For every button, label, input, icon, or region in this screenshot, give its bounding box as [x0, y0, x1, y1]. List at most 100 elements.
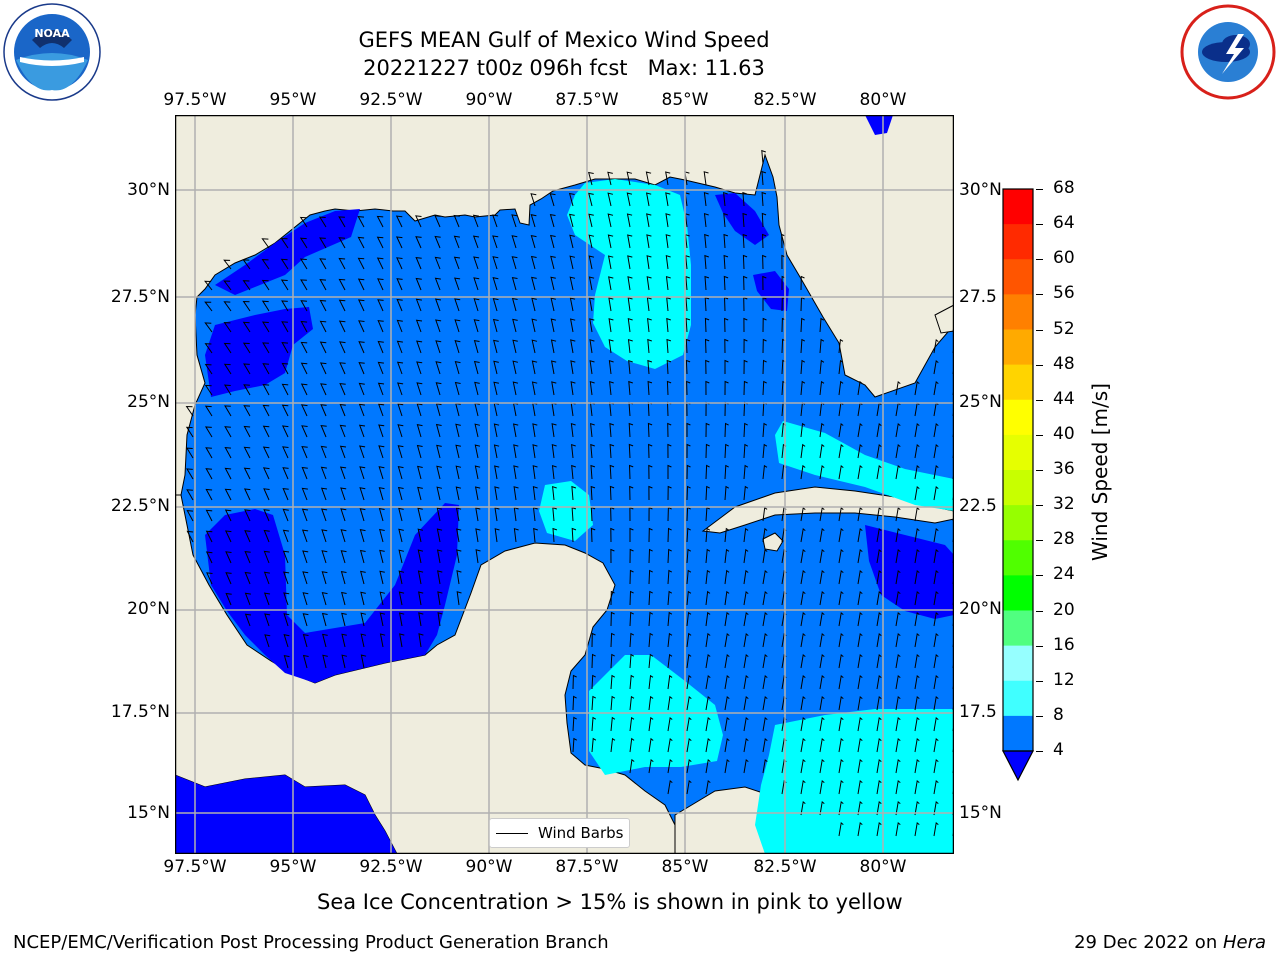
- wind-barb: [703, 191, 709, 207]
- wind-barb: [762, 527, 768, 543]
- wind-barb: [454, 319, 461, 333]
- wind-barb: [339, 362, 346, 375]
- wind-barb: [914, 527, 920, 543]
- wind-barb: [205, 488, 213, 501]
- wind-barb: [552, 485, 557, 501]
- colorbar-tick-label: 56: [1053, 283, 1075, 304]
- wind-barb: [591, 632, 596, 648]
- colorbar-tick-mark: [1036, 505, 1043, 507]
- lon-tick-bottom-92-5: 92.5°W: [359, 857, 423, 877]
- wind-barb: [648, 758, 654, 774]
- wind-barb: [379, 591, 386, 606]
- wind-barb: [743, 317, 748, 333]
- wind-barb: [319, 320, 327, 333]
- wind-barb: [244, 571, 251, 585]
- wind-barb: [550, 234, 556, 249]
- wind-barb: [838, 653, 844, 669]
- lat-tick-right-22-5: 22.5: [959, 496, 997, 516]
- wind-barb: [743, 569, 749, 585]
- wind-barb: [876, 548, 882, 564]
- wind-barb: [378, 466, 385, 480]
- wind-barb: [359, 466, 366, 480]
- wind-barb: [724, 359, 729, 374]
- wind-barb: [572, 674, 577, 690]
- wind-barb: [242, 259, 251, 270]
- wind-barb: [800, 317, 805, 333]
- wind-barb: [646, 255, 652, 270]
- wind-barb: [914, 737, 920, 753]
- wind-barb: [933, 632, 939, 648]
- wind-barb: [186, 510, 194, 522]
- wind-barb: [800, 338, 806, 354]
- wind-barb: [723, 191, 728, 207]
- wind-barb: [396, 278, 403, 291]
- wind-barb: [357, 216, 365, 228]
- wind-zone-high-east-of-cuba: [775, 421, 954, 511]
- wind-barb: [933, 779, 939, 795]
- wind-barb: [493, 444, 500, 459]
- wind-barb: [819, 317, 825, 333]
- wind-barb: [609, 464, 615, 480]
- colorbar-tick-label: 36: [1053, 459, 1075, 479]
- colorbar-tick-label: 52: [1053, 318, 1075, 339]
- wind-barb: [629, 695, 635, 711]
- wind-barb: [281, 383, 289, 396]
- wind-barb: [589, 360, 595, 375]
- wind-barb: [743, 695, 749, 711]
- wind-barb: [762, 695, 768, 711]
- wind-barb: [300, 341, 308, 354]
- lon-tick-top-82-5: 82.5°W: [753, 90, 817, 110]
- wind-barb: [569, 297, 576, 312]
- wind-barb: [263, 571, 270, 585]
- wind-barb: [857, 569, 863, 585]
- wind-barb: [300, 279, 308, 291]
- wind-barb: [379, 528, 385, 543]
- wind-barb: [398, 549, 405, 564]
- wind-barb: [800, 653, 806, 669]
- wind-barb: [283, 654, 290, 669]
- lat-tick-left-30: 30°N: [127, 180, 170, 200]
- wind-barb: [800, 422, 806, 438]
- wind-barb: [301, 487, 308, 501]
- wind-barb: [724, 527, 730, 543]
- wind-barb: [263, 592, 271, 606]
- wind-barb: [648, 569, 653, 585]
- wind-barb: [705, 632, 711, 648]
- wind-barb: [667, 632, 673, 648]
- wind-barb: [724, 674, 730, 690]
- wind-barb: [205, 530, 213, 543]
- wind-barb: [340, 508, 347, 522]
- wind-barb: [281, 300, 289, 312]
- wind-barb: [800, 359, 806, 375]
- wind-barb: [435, 361, 442, 375]
- wind-barb: [876, 716, 882, 732]
- wind-barb: [262, 342, 270, 354]
- wind-barb: [743, 527, 749, 543]
- wind-barb: [377, 299, 384, 312]
- wind-barb: [244, 613, 252, 627]
- wind-barb: [762, 422, 768, 438]
- wind-barb: [473, 319, 480, 333]
- wind-barb: [608, 359, 614, 375]
- wind-barb: [416, 444, 423, 459]
- wind-barb: [609, 380, 614, 396]
- wind-barb: [838, 338, 844, 354]
- colorbar-tick-mark: [1036, 189, 1043, 190]
- wind-barb: [743, 338, 748, 354]
- wind-barb: [397, 382, 404, 396]
- wind-barb: [705, 464, 710, 480]
- wind-barb: [645, 171, 652, 186]
- wind-zone-low-bay-of-campeche: [205, 503, 459, 683]
- wind-barb: [341, 654, 348, 669]
- wind-barb: [263, 550, 270, 564]
- wind-barb: [550, 255, 556, 270]
- wind-barb: [914, 674, 920, 690]
- wind-barb: [895, 695, 901, 711]
- wind-barb: [455, 465, 462, 480]
- wind-barb: [610, 674, 616, 690]
- wind-barb: [646, 213, 652, 228]
- colorbar-block: [1003, 329, 1033, 366]
- wind-barb: [299, 258, 308, 270]
- lat-tick-left-22-5: 22.5°N: [110, 496, 170, 516]
- wind-barb: [590, 464, 596, 480]
